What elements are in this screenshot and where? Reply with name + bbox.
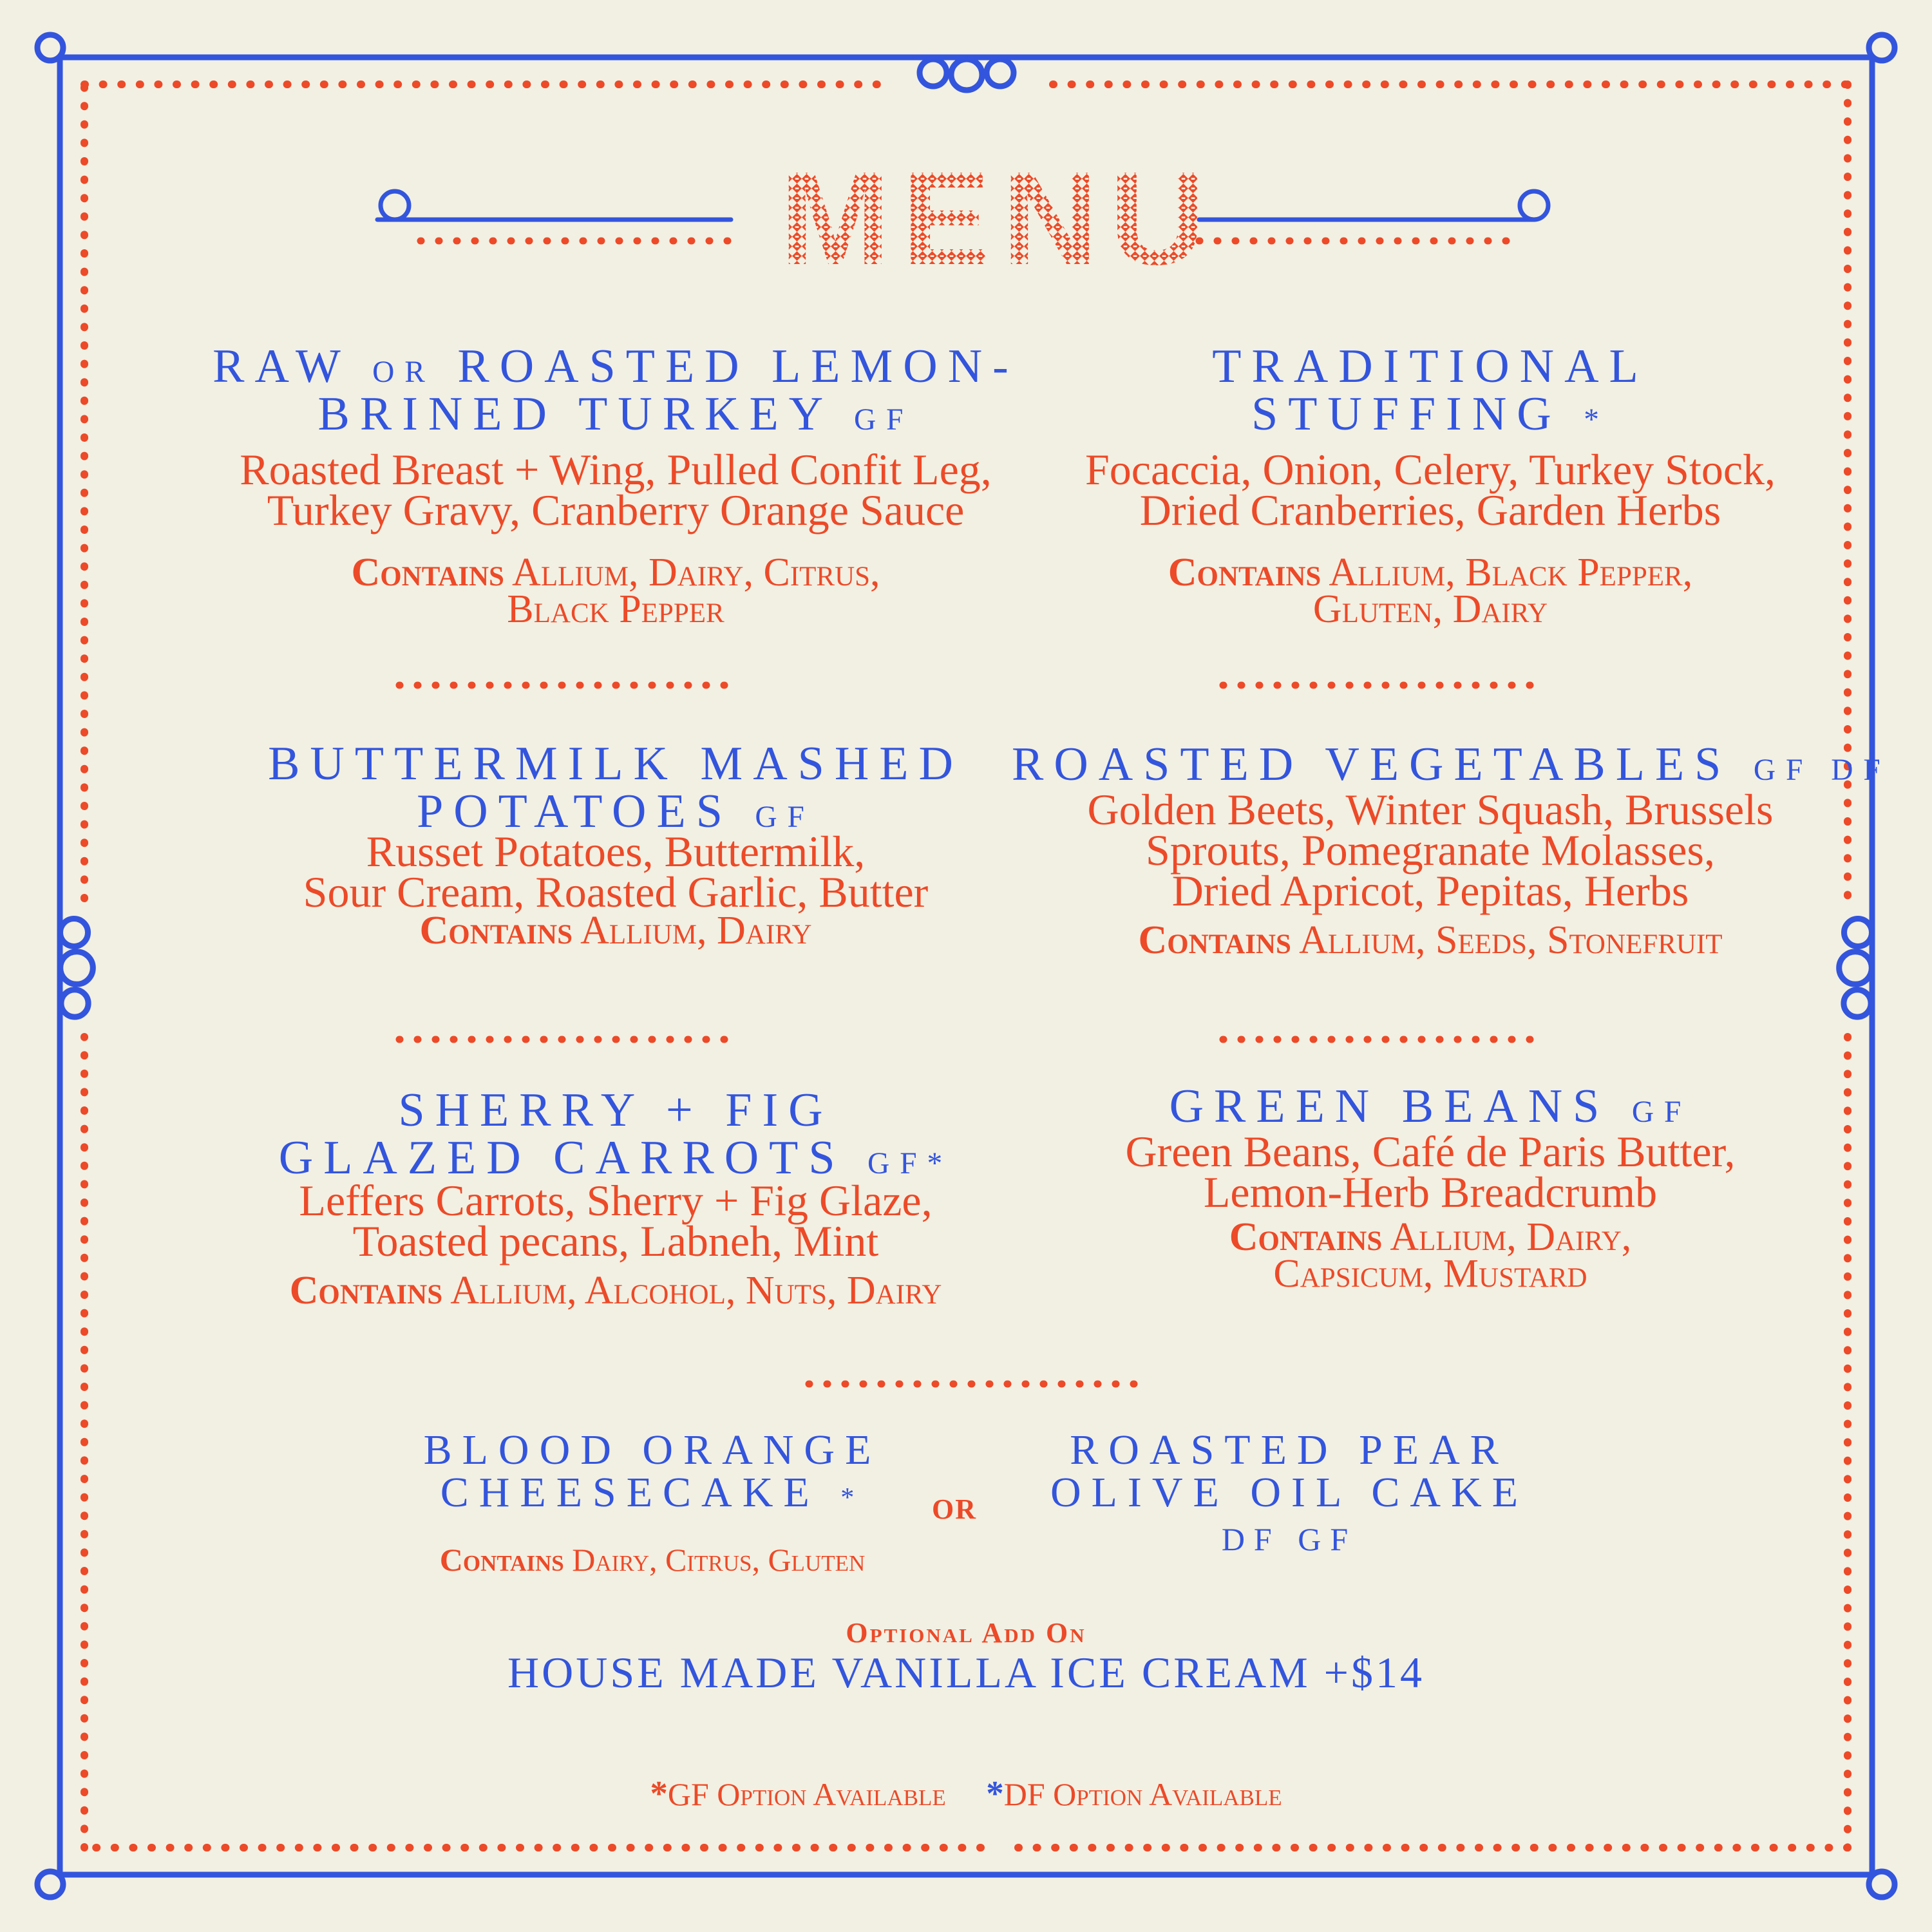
svg-text:MENU: MENU [780, 144, 1217, 292]
